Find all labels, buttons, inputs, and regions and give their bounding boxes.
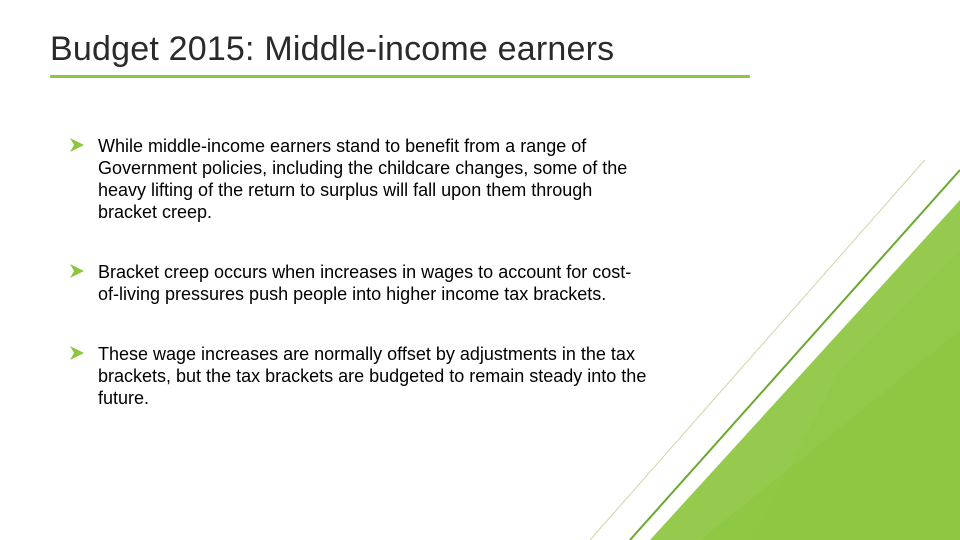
bullet-text: Bracket creep occurs when increases in w… (98, 262, 631, 304)
bullet-arrow-icon (70, 264, 84, 278)
bullet-arrow-icon (70, 138, 84, 152)
bullet-item: While middle-income earners stand to ben… (70, 136, 650, 224)
title-underline (50, 75, 750, 78)
bullet-item: These wage increases are normally offset… (70, 344, 650, 410)
bullet-item: Bracket creep occurs when increases in w… (70, 262, 650, 306)
bullet-text: While middle-income earners stand to ben… (98, 136, 627, 222)
slide-title: Budget 2015: Middle-income earners (50, 30, 910, 69)
bullet-text: These wage increases are normally offset… (98, 344, 646, 408)
bullet-list: While middle-income earners stand to ben… (50, 136, 910, 410)
slide: Budget 2015: Middle-income earners While… (0, 0, 960, 540)
bullet-arrow-icon (70, 346, 84, 360)
